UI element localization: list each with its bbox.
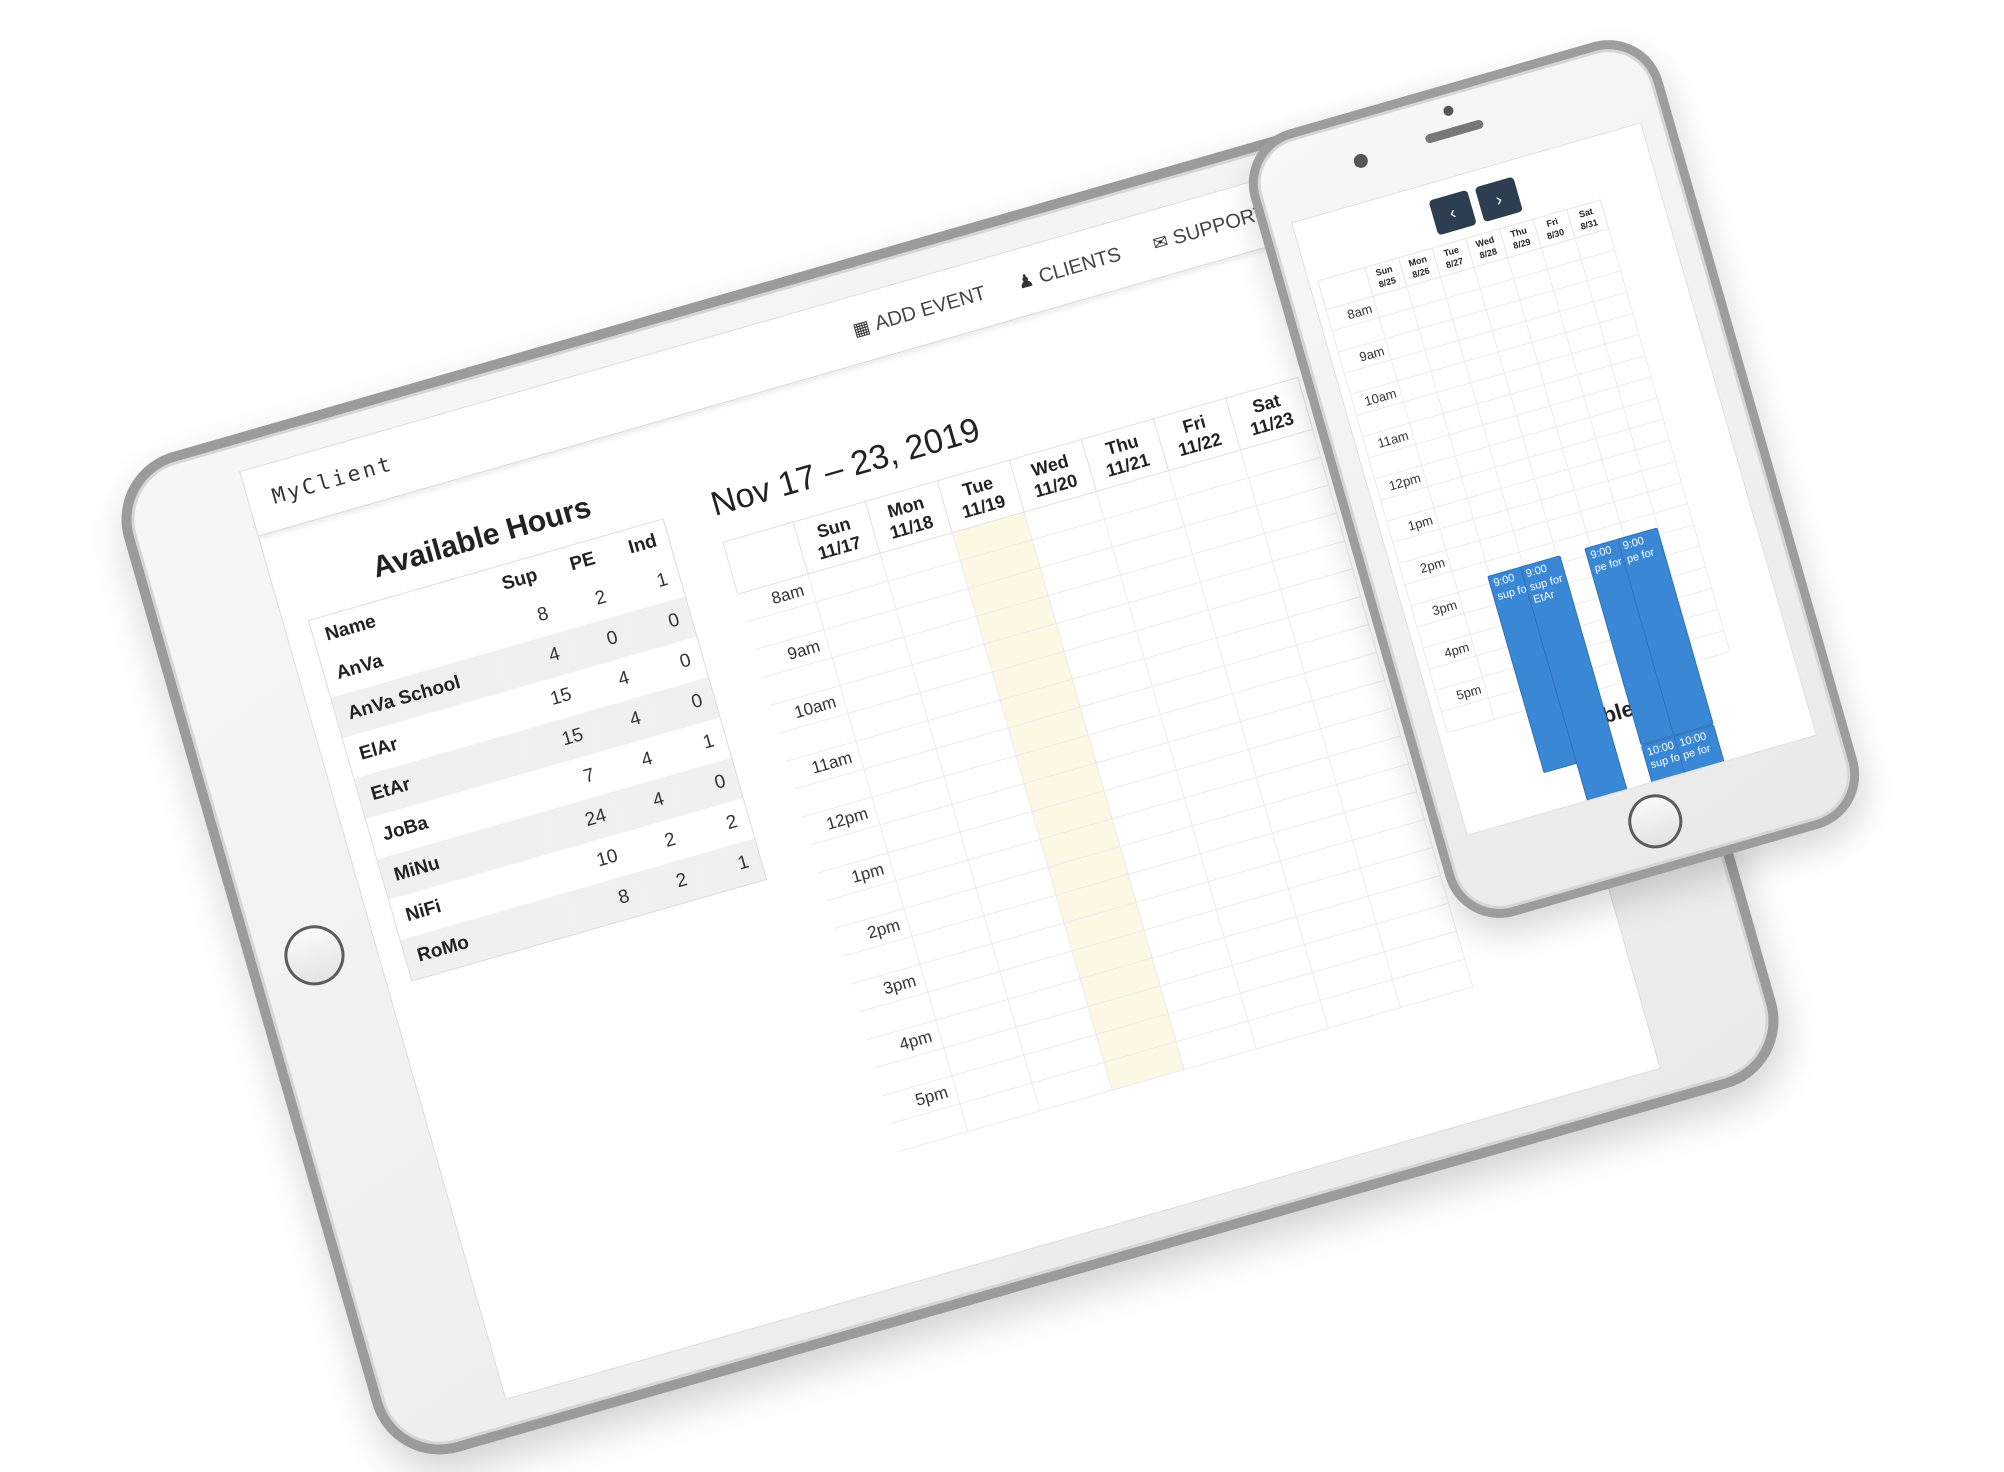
nav-add-event-label: ADD EVENT bbox=[872, 281, 989, 335]
sensor-icon bbox=[1442, 104, 1455, 118]
camera-icon bbox=[1352, 152, 1370, 170]
nav-clients[interactable]: ♟ CLIENTS bbox=[1015, 243, 1124, 294]
home-button[interactable] bbox=[1621, 787, 1689, 855]
available-hours-table: Name Sup PE Ind AnVa 8 2 1 AnVa School 4 0 0 ElA… bbox=[307, 518, 768, 982]
phone-prev-week-button[interactable]: ‹ bbox=[1428, 189, 1477, 236]
brand-logo[interactable]: MyClient bbox=[269, 451, 397, 509]
nav-support[interactable]: ✉ SUPPORT bbox=[1150, 201, 1269, 255]
nav-clients-label: CLIENTS bbox=[1036, 242, 1124, 288]
envelope-icon: ✉ bbox=[1150, 230, 1171, 254]
phone-next-week-button[interactable]: › bbox=[1474, 176, 1523, 223]
phone-calendar: Sun 8/25 Mon 8/26 Tue 8/27 Wed 8/28 Thu 8/29 Fri 8/… bbox=[1317, 183, 1787, 835]
speaker-icon bbox=[1424, 118, 1485, 145]
home-button[interactable] bbox=[277, 918, 352, 993]
calendar-event[interactable]: 10:00 pe for bbox=[1673, 724, 1771, 835]
person-icon: ♟ bbox=[1015, 268, 1037, 293]
grid-icon: ▦ bbox=[850, 315, 873, 340]
